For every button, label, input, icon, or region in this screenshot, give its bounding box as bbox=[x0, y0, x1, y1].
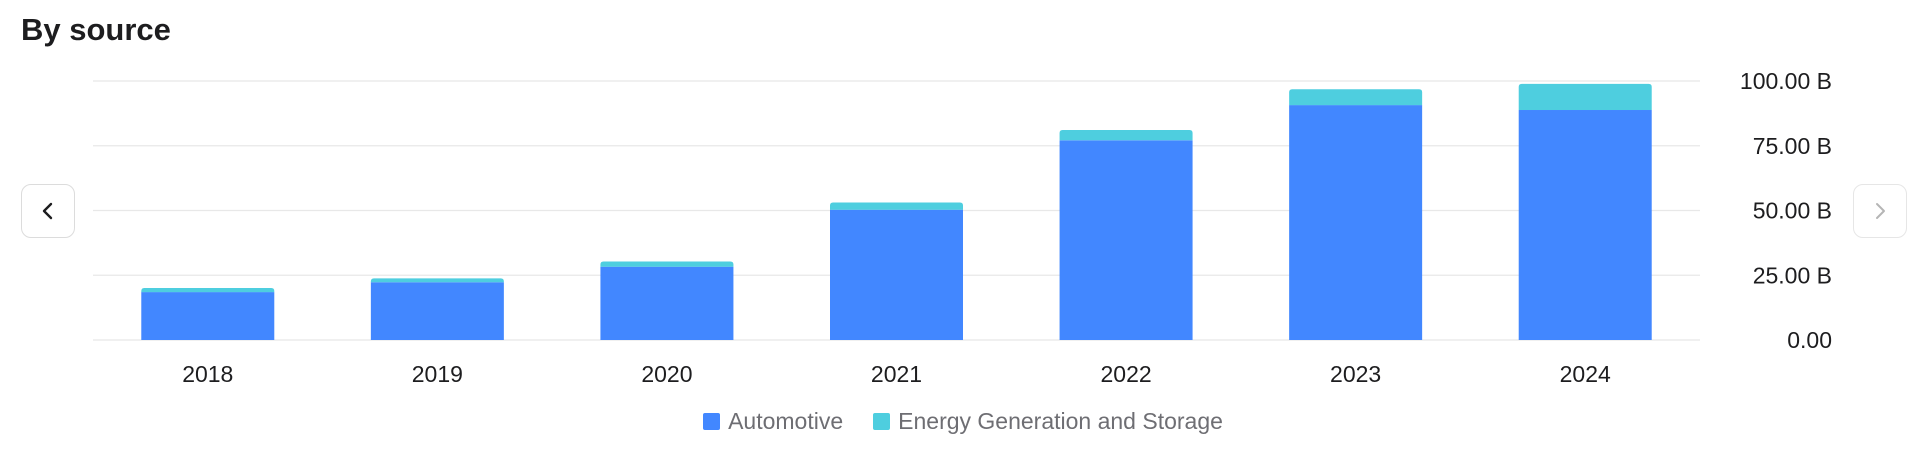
bar-automotive-2021 bbox=[830, 209, 963, 340]
legend-label-energy: Energy Generation and Storage bbox=[898, 408, 1223, 434]
x-tick-label-2020: 2020 bbox=[641, 361, 692, 387]
next-button[interactable] bbox=[1853, 184, 1907, 238]
legend-swatch-automotive bbox=[703, 413, 721, 430]
bar-energy-2019 bbox=[370, 278, 504, 283]
x-tick-label-2022: 2022 bbox=[1100, 361, 1151, 387]
legend-item-automotive[interactable]: Automotive bbox=[703, 408, 843, 435]
y-tick-label: 100.00 B bbox=[1740, 68, 1832, 94]
y-tick-label: 0.00 bbox=[1787, 327, 1832, 353]
bar-energy-2022 bbox=[1059, 129, 1193, 141]
bar-automotive-2020 bbox=[600, 266, 734, 340]
bar-automotive-2024 bbox=[1518, 110, 1652, 341]
x-tick-label-2023: 2023 bbox=[1330, 361, 1381, 387]
y-tick-label: 25.00 B bbox=[1753, 262, 1832, 288]
x-tick-label-2019: 2019 bbox=[412, 361, 463, 387]
legend-item-energy[interactable]: Energy Generation and Storage bbox=[873, 408, 1223, 435]
bar-energy-2021 bbox=[830, 202, 963, 210]
stacked-bar-chart: 100.00 B 75.00 B 50.00 B 25.00 B 0.00 2018 201… bbox=[93, 68, 1832, 387]
legend-swatch-energy bbox=[873, 413, 891, 430]
bar-energy-2020 bbox=[600, 261, 734, 267]
chevron-right-icon bbox=[1873, 201, 1887, 221]
chart-title: By source bbox=[21, 12, 171, 47]
bar-energy-2018 bbox=[141, 287, 275, 293]
legend-label-automotive: Automotive bbox=[728, 408, 844, 434]
bar-energy-2024 bbox=[1518, 83, 1652, 111]
x-tick-label-2024: 2024 bbox=[1560, 361, 1611, 387]
x-tick-label-2021: 2021 bbox=[871, 361, 922, 387]
chevron-left-icon bbox=[41, 201, 55, 221]
y-tick-label: 50.00 B bbox=[1753, 198, 1832, 224]
bar-automotive-2022 bbox=[1059, 140, 1193, 340]
bar-energy-2023 bbox=[1289, 89, 1423, 106]
bar-automotive-2023 bbox=[1289, 105, 1423, 340]
previous-button[interactable] bbox=[21, 184, 75, 238]
chart-legend: Automotive Energy Generation and Storage bbox=[0, 408, 1926, 435]
bar-automotive-2018 bbox=[141, 292, 275, 340]
bar-automotive-2019 bbox=[370, 282, 504, 340]
x-tick-label-2018: 2018 bbox=[182, 361, 233, 387]
y-tick-label: 75.00 B bbox=[1753, 133, 1832, 159]
